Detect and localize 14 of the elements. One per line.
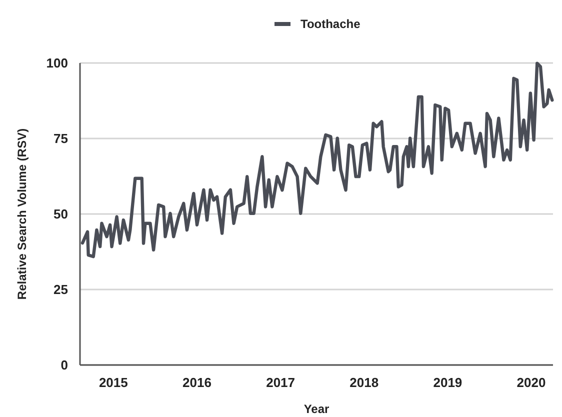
y-tick-label: 0 <box>60 358 68 373</box>
y-tick-label: 50 <box>54 206 68 222</box>
x-tick-label: 2015 <box>98 375 128 390</box>
x-tick-label: 2019 <box>433 375 462 390</box>
x-tick-label: 2020 <box>516 375 546 390</box>
y-tick-label: 75 <box>54 131 68 146</box>
x-tick-label: 2017 <box>266 375 296 390</box>
x-axis-title: Year <box>304 402 330 416</box>
y-tick-label: 100 <box>46 56 68 71</box>
legend-label: Toothache <box>300 17 361 32</box>
y-tick-label: 25 <box>54 282 68 298</box>
y-axis-title: Relative Search Volume (RSV) <box>15 128 29 300</box>
x-tick-label: 2016 <box>182 375 212 390</box>
x-tick-label: 2018 <box>350 375 379 390</box>
